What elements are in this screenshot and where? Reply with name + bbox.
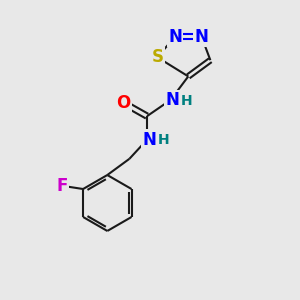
- Text: N: N: [195, 28, 208, 46]
- Text: H: H: [181, 94, 193, 107]
- Text: S: S: [152, 48, 164, 66]
- Text: F: F: [57, 177, 68, 195]
- Text: N: N: [166, 91, 180, 109]
- Text: N: N: [168, 28, 182, 46]
- Text: N: N: [142, 131, 156, 149]
- Text: H: H: [158, 133, 169, 147]
- Text: O: O: [116, 94, 130, 112]
